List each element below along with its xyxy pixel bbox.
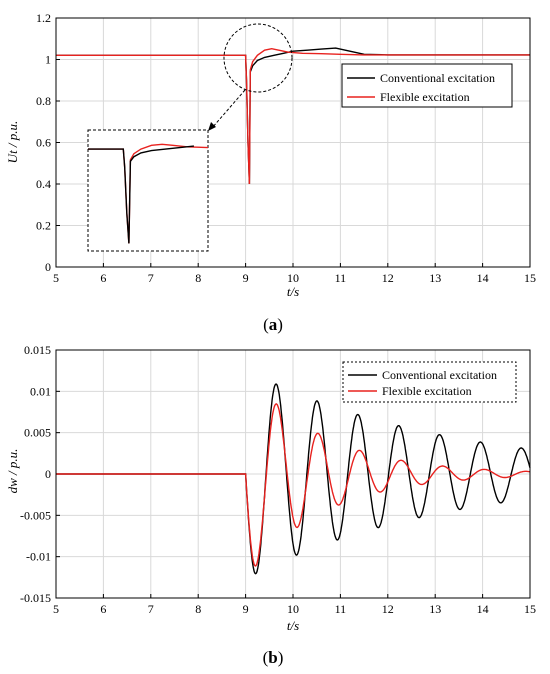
x-tick-label-a: 15 <box>524 271 536 285</box>
series-line-b-flexible <box>56 403 531 567</box>
x-tick-label-a: 5 <box>53 271 59 285</box>
x-axis-label-b: t/s <box>287 618 299 633</box>
caption-a-letter: a <box>269 315 278 334</box>
caption-b: (b) <box>263 648 284 667</box>
x-tick-label-a: 7 <box>148 271 154 285</box>
y-tick-label-b: 0.005 <box>24 426 51 440</box>
x-tick-label-b: 11 <box>335 602 347 616</box>
x-tick-label-b: 15 <box>524 602 536 616</box>
y-tick-label-b: 0 <box>45 467 51 481</box>
y-tick-label-a: 0.6 <box>36 136 51 150</box>
x-tick-label-a: 12 <box>382 271 394 285</box>
zoom-arrow-head <box>208 122 216 131</box>
y-axis-label-a: Ut / p.u. <box>5 121 20 164</box>
y-tick-label-b: -0.015 <box>20 591 51 605</box>
y-axis-label-b: dw / p.u. <box>5 449 20 494</box>
x-tick-label-b: 9 <box>243 602 249 616</box>
y-tick-label-a: 0.8 <box>36 94 51 108</box>
y-tick-label-a: 0 <box>45 260 51 274</box>
legend-a-label-conventional: Conventional excitation <box>380 71 495 85</box>
x-tick-label-a: 6 <box>100 271 106 285</box>
x-tick-label-b: 10 <box>287 602 299 616</box>
caption-b-letter: b <box>268 648 277 667</box>
y-tick-label-b: -0.01 <box>26 550 51 564</box>
caption-a: (a) <box>263 315 283 334</box>
y-tick-label-b: -0.005 <box>20 508 51 522</box>
y-tick-label-b: 0.01 <box>30 384 51 398</box>
x-tick-label-a: 9 <box>243 271 249 285</box>
y-tick-label-a: 1 <box>45 53 51 67</box>
legend-a-box <box>341 63 513 108</box>
chart-panel-a: 5 6 7 8 9 10 11 12 13 14 15 0 0.2 0.4 0.6 0.8 1 1.2 Conve… <box>5 11 536 334</box>
series-line-a-flexible <box>56 47 530 185</box>
ticks-a: 5 6 7 8 9 10 11 12 13 14 15 0 0.2 0.4 0.6 0.8 1 1.2 <box>36 11 536 285</box>
legend-a-label-flexible: Flexible excitation <box>380 90 470 104</box>
y-tick-label-a: 1.2 <box>36 11 51 25</box>
lines-b <box>56 383 531 575</box>
legend-b: Conventional excitation Flexible excitat… <box>342 361 517 403</box>
inset-box <box>87 129 209 252</box>
x-tick-label-b: 6 <box>100 602 106 616</box>
x-tick-label-a: 14 <box>477 271 489 285</box>
y-tick-label-a: 0.4 <box>36 177 51 191</box>
x-tick-label-b: 8 <box>195 602 201 616</box>
inset-line-conventional <box>88 145 194 244</box>
x-tick-label-a: 10 <box>287 271 299 285</box>
x-tick-label-b: 5 <box>53 602 59 616</box>
x-tick-label-b: 14 <box>477 602 489 616</box>
inset-lines <box>88 143 209 244</box>
legend-b-box <box>342 361 517 403</box>
x-tick-label-a: 8 <box>195 271 201 285</box>
y-tick-label-a: 0.2 <box>36 219 51 233</box>
legend-b-label-flexible: Flexible excitation <box>382 384 472 398</box>
lines-a <box>56 47 530 185</box>
x-tick-label-a: 11 <box>335 271 347 285</box>
ticks-b: 5 6 7 8 9 10 11 12 13 14 15 0.015 0.01 0.005 0 -0.005 -0… <box>20 343 536 616</box>
zoom-circle <box>223 23 293 93</box>
x-tick-label-b: 13 <box>429 602 441 616</box>
legend-b-label-conventional: Conventional excitation <box>382 368 497 382</box>
chart-panel-b: 5 6 7 8 9 10 11 12 13 14 15 0.015 0.01 0.005 0 -0.005 -0… <box>5 343 536 667</box>
x-tick-label-a: 13 <box>429 271 441 285</box>
y-tick-label-b: 0.015 <box>24 343 51 357</box>
plot-frame-a <box>55 17 531 268</box>
plot-frame-b <box>55 349 531 599</box>
legend-a: Conventional excitation Flexible excitat… <box>341 63 513 108</box>
zoom-arrow-line <box>211 89 246 129</box>
x-axis-label-a: t/s <box>287 284 299 299</box>
x-tick-label-b: 7 <box>148 602 154 616</box>
x-tick-label-b: 12 <box>382 602 394 616</box>
